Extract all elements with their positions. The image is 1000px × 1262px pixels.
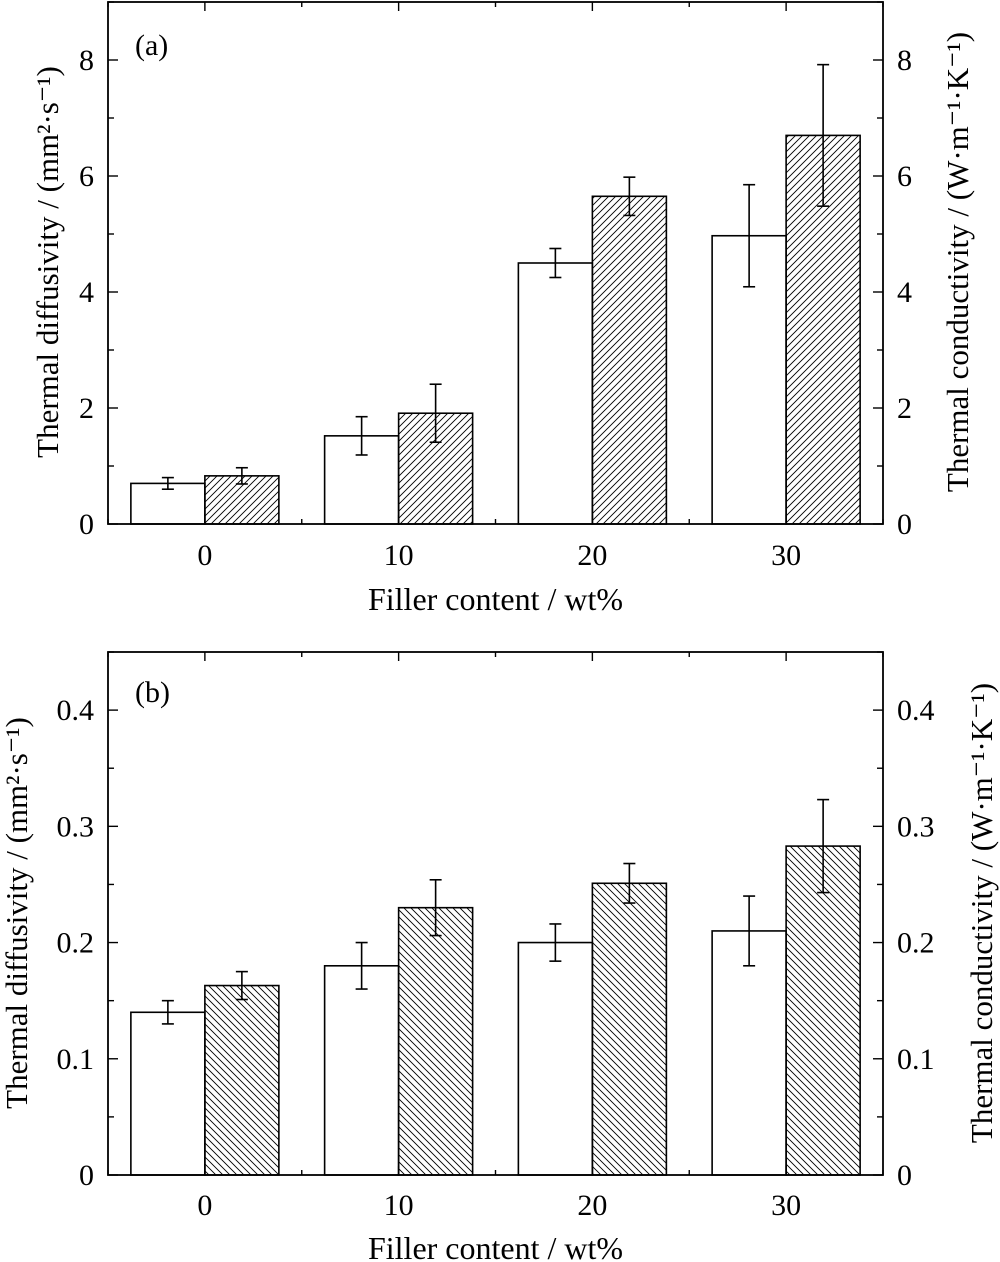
- y-tick-label-right: 8: [897, 44, 912, 77]
- y-tick-label-left: 8: [79, 44, 94, 77]
- y-tick-label-left: 0.2: [57, 927, 95, 960]
- x-tick-label: 0: [197, 1189, 212, 1222]
- x-tick-label: 10: [384, 1189, 414, 1222]
- y-tick-label-right: 0.3: [897, 810, 935, 843]
- y-tick-label-left: 4: [79, 276, 94, 309]
- x-tick-label: 20: [577, 1189, 607, 1222]
- bar-20-series-0: [517, 262, 594, 525]
- bar-30-series-1: [785, 845, 861, 1176]
- panel-label: (b): [135, 676, 170, 709]
- y-tick-label-left: 0.4: [57, 694, 95, 727]
- y-tick-label-left: 0: [79, 508, 94, 541]
- y-tick-label-right: 0: [897, 1159, 912, 1192]
- y-tick-label-right: 0: [897, 508, 912, 541]
- y-tick-label-right: 6: [897, 160, 912, 193]
- y-tick-label-left: 6: [79, 160, 94, 193]
- y-tick-label-left: 0.3: [57, 810, 95, 843]
- x-tick-label: 10: [384, 539, 414, 572]
- y-tick-label-right: 0.1: [897, 1043, 935, 1076]
- y-axis-label-right: Thermal conductivity / (W·m⁻¹·K⁻¹): [964, 683, 999, 1143]
- y-tick-label-right: 2: [897, 392, 912, 425]
- x-axis-label: Filler content / wt%: [368, 1230, 623, 1262]
- y-axis-label-right: Thermal conductivity / (W·m⁻¹·K⁻¹): [940, 32, 975, 492]
- bar-20-series-0: [517, 941, 594, 1176]
- y-tick-label-left: 2: [79, 392, 94, 425]
- y-tick-label-right: 0.4: [897, 694, 935, 727]
- bar-0-series-0: [130, 1011, 206, 1176]
- bar-20-series-1: [591, 195, 668, 525]
- y-axis-label-left: Thermal diffusivity / (mm²·s⁻¹): [0, 717, 34, 1109]
- bar-30-series-0: [711, 930, 787, 1176]
- x-tick-label: 30: [771, 539, 801, 572]
- bar-10-series-0: [323, 964, 400, 1176]
- y-tick-label-right: 4: [897, 276, 912, 309]
- bar-20-series-1: [591, 882, 668, 1176]
- bar-10-series-1: [397, 906, 474, 1176]
- y-tick-label-left: 0: [79, 1159, 94, 1192]
- x-axis-label: Filler content / wt%: [368, 581, 623, 617]
- chart-panel-b: 0 0 0.1 0.1 0.2 0.2 0.3 0.3 0.4 0.4 0 10 20 30 (b) Fill…: [0, 651, 999, 1262]
- x-tick-label: 20: [577, 539, 607, 572]
- y-tick-label-left: 0.1: [57, 1043, 95, 1076]
- bar-0-series-0: [130, 482, 206, 525]
- y-tick-label-right: 0.2: [897, 927, 935, 960]
- chart-panel-a: 0 0 2 2 4 4 6 6 8 8 0 10 20 30 (a) Filler content / wt%…: [30, 1, 975, 617]
- panel-label: (a): [135, 29, 168, 62]
- y-axis-label-left: Thermal diffusivity / (mm²·s⁻¹): [30, 66, 65, 458]
- x-tick-label: 0: [197, 539, 212, 572]
- bar-0-series-1: [204, 984, 280, 1176]
- x-tick-label: 30: [771, 1189, 801, 1222]
